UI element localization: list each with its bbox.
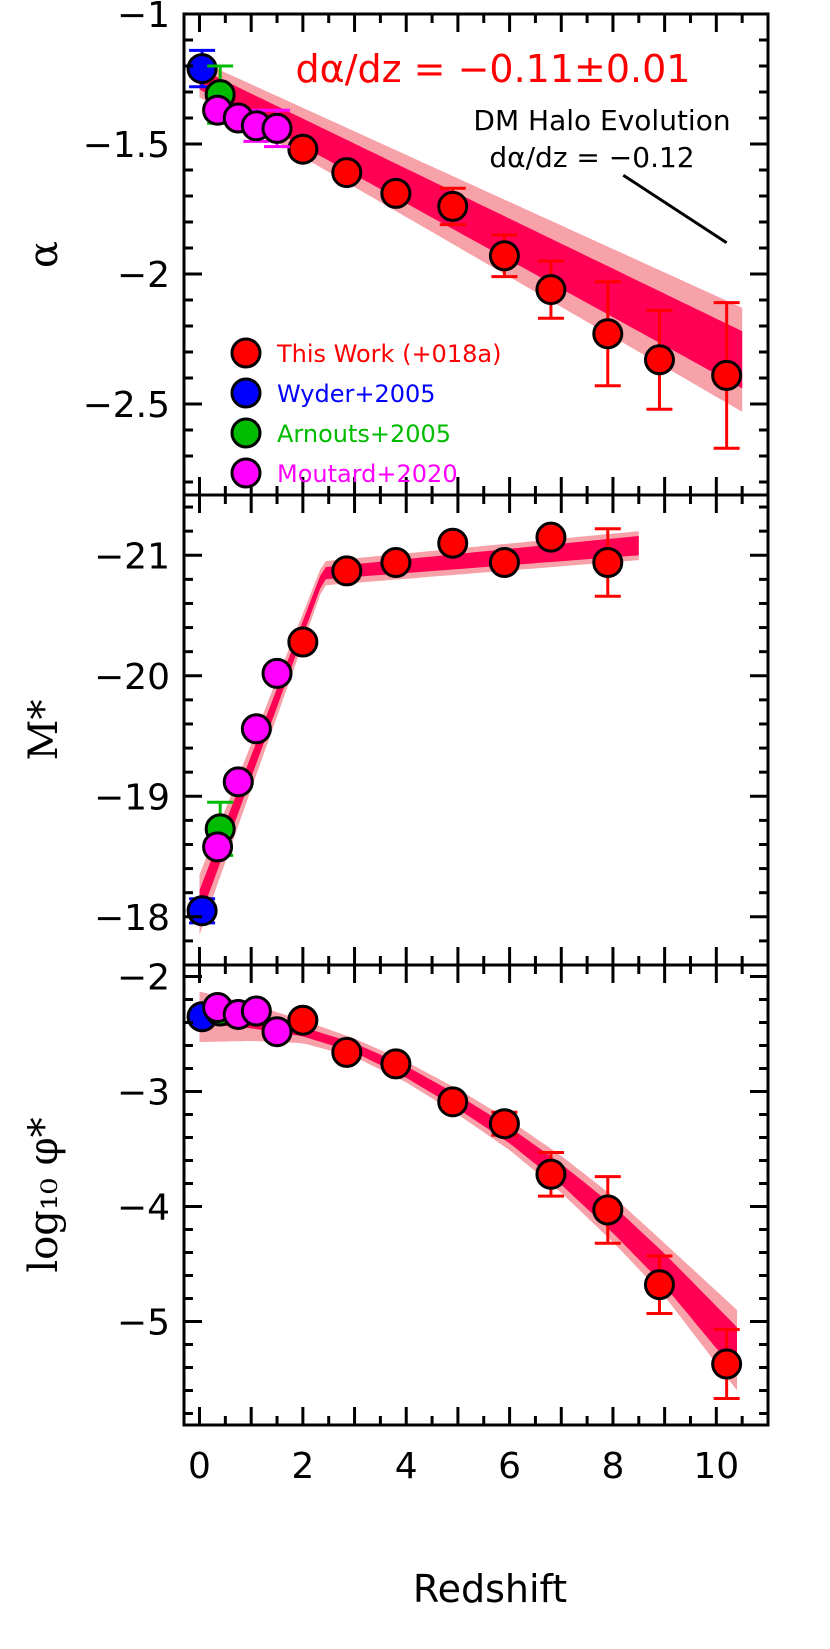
series-moutard-2020-mstar [202, 657, 293, 863]
y-tick-label-mstar: −20 [94, 657, 170, 698]
data-point-this-work-018a-4 [488, 546, 520, 578]
y-tick-label-alpha: −2 [117, 255, 170, 296]
data-point-this-work-018a-7 [643, 344, 675, 376]
data-point-this-work-018a-8 [711, 359, 743, 391]
plot-area-mstar [186, 521, 639, 935]
y-axis-label-alpha: α [21, 241, 67, 268]
ticks-logphi [184, 965, 768, 1425]
slope-fit-annotation: dα/dz = −0.11±0.01 [296, 47, 691, 91]
data-point-this-work-018a-6 [592, 546, 624, 578]
series-this-work-018a-mstar [287, 521, 624, 658]
y-tick-label-mstar: −19 [94, 777, 170, 818]
data-point-moutard-2020-3 [261, 112, 293, 144]
y-tick-label-logphi: −4 [117, 1188, 170, 1229]
data-point-this-work-018a-2 [380, 1048, 412, 1080]
series-moutard-2020-alpha [202, 94, 293, 149]
x-tick-label: 2 [291, 1446, 314, 1487]
data-point-this-work-018a-1 [331, 1036, 363, 1068]
alpha-annotations: dα/dz = −0.11±0.01 DM Halo Evolution dα/… [296, 47, 731, 174]
legend-label-moutard: Moutard+2020 [277, 460, 458, 488]
data-point-moutard-2020-1 [222, 766, 254, 798]
legend-label-this-work: This Work (+018a) [276, 340, 501, 368]
panel-logphi: −2 −3 −4 −5 log₁₀ φ* [21, 958, 770, 1427]
panel-frame-logphi [182, 963, 770, 1427]
legend-label-arnouts: Arnouts+2005 [277, 420, 451, 448]
data-point-this-work-018a-0 [287, 133, 319, 165]
ticks-alpha [184, 12, 768, 495]
y-tick-label-alpha: −2.5 [83, 385, 170, 426]
data-point-this-work-018a-6 [592, 1194, 624, 1226]
legend-entry-moutard: Moutard+2020 [230, 457, 458, 489]
ticks-mstar [184, 495, 768, 967]
legend-marker-this-work [230, 337, 262, 369]
halo-evolution-title: DM Halo Evolution [473, 104, 730, 137]
y-tick-label-logphi: −5 [117, 1303, 170, 1344]
series-wyder-2005-mstar [186, 895, 218, 927]
data-point-this-work-018a-6 [592, 318, 624, 350]
data-point-this-work-018a-0 [287, 626, 319, 658]
panel-alpha: −1 −1.5 −2 −2.5 α [21, 0, 770, 497]
data-point-moutard-2020-0 [202, 831, 234, 863]
data-point-this-work-018a-3 [437, 190, 469, 222]
x-tick-label: 0 [188, 1446, 211, 1487]
legend-entry-this-work: This Work (+018a) [230, 337, 501, 369]
legend-marker-arnouts [230, 417, 262, 449]
data-point-moutard-2020-2 [240, 995, 272, 1027]
x-tick-label: 6 [498, 1446, 521, 1487]
data-point-this-work-018a-2 [380, 546, 412, 578]
model-band-inner-logphi [199, 1009, 737, 1374]
y-axis-label-mstar: M* [21, 700, 67, 761]
y-tick-label-alpha: −1.5 [83, 125, 170, 166]
data-point-moutard-2020-3 [261, 657, 293, 689]
x-tick-label: 10 [693, 1446, 739, 1487]
data-point-this-work-018a-1 [331, 555, 363, 587]
y-tick-label-logphi: −3 [117, 1073, 170, 1114]
data-point-this-work-018a-3 [437, 1086, 469, 1118]
data-point-wyder-2005-0 [186, 895, 218, 927]
series-this-work-018a-alpha [287, 133, 743, 450]
y-tick-label-alpha: −1 [117, 0, 170, 36]
legend-entry-wyder: Wyder+2005 [230, 377, 436, 409]
series-moutard-2020-logphi [202, 992, 293, 1048]
legend: This Work (+018a) Wyder+2005 Arnouts+200… [230, 337, 501, 489]
data-point-this-work-018a-0 [287, 1004, 319, 1036]
y-tick-label-mstar: −18 [94, 898, 170, 939]
y-tick-label-logphi: −2 [117, 958, 170, 999]
data-point-this-work-018a-5 [535, 1158, 567, 1190]
series-this-work-018a-logphi [287, 1004, 743, 1401]
halo-slope-line [622, 173, 728, 245]
series-wyder-2005-alpha [186, 48, 218, 89]
plot-area-logphi [186, 991, 743, 1401]
data-point-moutard-2020-2 [240, 713, 272, 745]
data-point-this-work-018a-4 [488, 1108, 520, 1140]
data-point-this-work-018a-1 [331, 157, 363, 189]
panel-mstar: −21 −20 −19 −18 M* [21, 493, 770, 967]
model-band-outer-logphi [199, 991, 737, 1391]
data-point-this-work-018a-2 [380, 177, 412, 209]
data-point-this-work-018a-8 [711, 1348, 743, 1380]
data-point-moutard-2020-3 [261, 1016, 293, 1048]
data-point-this-work-018a-3 [437, 527, 469, 559]
x-axis-label: Redshift [413, 1567, 567, 1611]
panels: −1 −1.5 −2 −2.5 α −21 −20 −19 −18 M* −2 −3 −4 −5 log₁₀… [21, 0, 770, 1427]
halo-slope-annotation: dα/dz = −0.12 [489, 141, 694, 174]
legend-marker-moutard [230, 457, 262, 489]
data-point-wyder-2005-0 [186, 53, 218, 85]
y-tick-label-mstar: −21 [94, 536, 170, 577]
y-axis-label-logphi: log₁₀ φ* [21, 1117, 67, 1272]
data-point-this-work-018a-4 [488, 240, 520, 272]
legend-label-wyder: Wyder+2005 [277, 380, 436, 408]
legend-entry-arnouts: Arnouts+2005 [230, 417, 451, 449]
x-tick-label: 4 [395, 1446, 418, 1487]
data-point-this-work-018a-5 [535, 274, 567, 306]
data-point-this-work-018a-7 [643, 1269, 675, 1301]
plot-area-alpha [186, 48, 743, 450]
data-point-this-work-018a-5 [535, 521, 567, 553]
x-tick-label: 8 [602, 1446, 625, 1487]
x-axis-tick-labels: 0 2 4 6 8 10 [188, 1446, 739, 1487]
legend-marker-wyder [230, 377, 262, 409]
